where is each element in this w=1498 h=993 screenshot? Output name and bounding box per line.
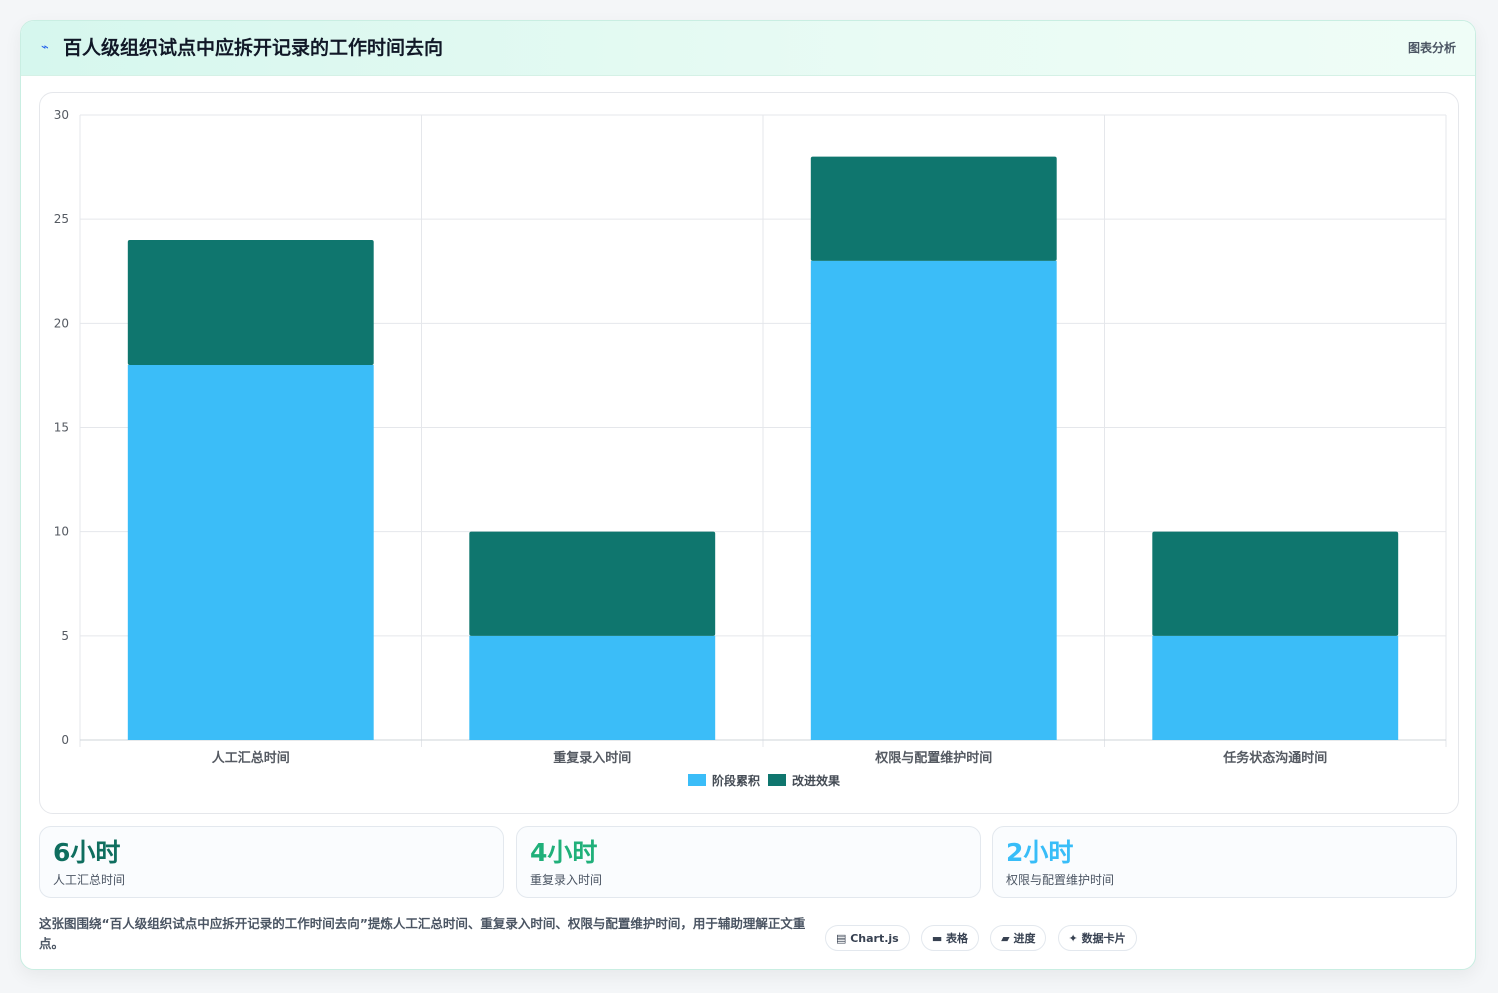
x-tick-label: 权限与配置维护时间	[874, 750, 992, 766]
x-tick-label: 人工汇总时间	[212, 750, 290, 766]
stat-value: 4小时	[530, 838, 598, 867]
stat-value: 6小时	[53, 838, 121, 867]
stat-value: 2小时	[1006, 838, 1074, 867]
chart-panel: 0 5 10 15 20 25 30 人工汇总时间 重复录入时间 权限与配置维护时间 任务状态沟通时…	[39, 92, 1459, 814]
bar-improvement	[810, 156, 1057, 261]
y-tick-label: 0	[61, 733, 69, 747]
chart-title: 百人级组织试点中应拆开记录的工作时间去向	[63, 37, 444, 59]
chart-analysis-link[interactable]: 图表分析	[1407, 41, 1456, 55]
stat-card-2: 4小时 重复录入时间	[516, 826, 981, 898]
stat-card-1: 6小时 人工汇总时间	[39, 826, 504, 898]
legend-swatch	[688, 774, 706, 786]
bar-improvement	[127, 240, 374, 365]
bar-stage-cumulative	[127, 365, 374, 740]
chart-line-icon: ⌁	[41, 40, 49, 55]
y-tick-label: 25	[54, 212, 69, 226]
tag-data-card[interactable]: ✦ 数据卡片	[1057, 925, 1137, 951]
stat-label: 权限与配置维护时间	[1006, 873, 1115, 887]
card-header: ⌁ 百人级组织试点中应拆开记录的工作时间去向 图表分析	[21, 21, 1475, 76]
legend-label: 改进效果	[792, 773, 840, 788]
chart-description: 这张图围绕“百人级组织试点中应拆开记录的工作时间去向”提炼人工汇总时间、重复录入…	[39, 916, 806, 951]
y-tick-label: 10	[54, 525, 69, 539]
legend-label: 阶段累积	[712, 773, 760, 788]
tag-chartjs[interactable]: ▤ Chart.js	[825, 925, 910, 951]
y-tick-label: 15	[54, 421, 69, 435]
tag-list: ▤ Chart.js ▬ 表格 ▰ 进度 ✦ 数据卡片	[825, 925, 1143, 953]
bar-stage-cumulative	[469, 635, 716, 740]
x-tick-label: 重复录入时间	[553, 750, 631, 766]
y-tick-label: 20	[54, 316, 69, 330]
chart-card: ⌁ 百人级组织试点中应拆开记录的工作时间去向 图表分析 0 5 10 15 20 25 30…	[20, 20, 1476, 970]
tag-table[interactable]: ▬ 表格	[920, 925, 980, 951]
tag-progress[interactable]: ▰ 进度	[990, 925, 1047, 951]
y-tick-label: 5	[61, 629, 69, 643]
bar-stage-cumulative	[810, 260, 1057, 740]
stat-card-3: 2小时 权限与配置维护时间	[992, 826, 1457, 898]
x-tick-label: 任务状态沟通时间	[1222, 750, 1327, 766]
stacked-bar-chart: 0 5 10 15 20 25 30 人工汇总时间 重复录入时间 权限与配置维护时间 任务状态沟通时…	[54, 108, 1447, 788]
legend-swatch	[768, 774, 786, 786]
stat-label: 人工汇总时间	[53, 873, 126, 887]
stat-label: 重复录入时间	[530, 873, 603, 887]
bar-stage-cumulative	[1152, 635, 1399, 740]
bar-improvement	[1152, 531, 1399, 636]
bar-improvement	[469, 531, 716, 636]
y-tick-label: 30	[54, 108, 69, 122]
